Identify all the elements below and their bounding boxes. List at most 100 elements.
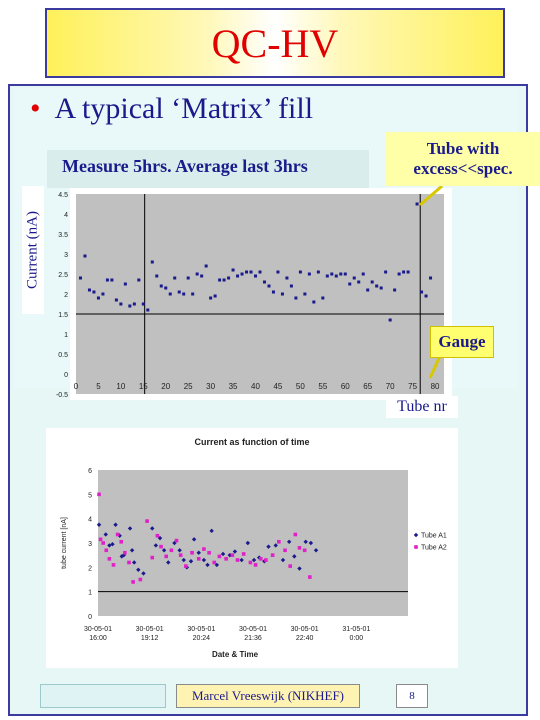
chart1-xtick-label: 70: [386, 382, 395, 391]
chart2-point-a1: [121, 552, 127, 558]
chart2-point-a1: [110, 542, 115, 547]
bullet-item: • A typical ‘Matrix’ fill: [30, 92, 313, 126]
chart1-point: [245, 270, 249, 274]
chart2-y-ticks: 0 1 2 3 4 5 6: [88, 468, 92, 621]
chart2-point-a2: [159, 544, 163, 549]
chart2-point-a2: [190, 550, 194, 555]
measure-note-panel: [47, 150, 369, 188]
chart2-xtick-date: 31-05-01: [342, 626, 370, 633]
chart1-xtick-label: 10: [116, 382, 125, 391]
chart2-point-a1: [129, 548, 135, 553]
chart1-point: [379, 286, 383, 290]
chart2-xtick-time: 21:36: [244, 635, 262, 642]
chart1-point: [128, 304, 132, 308]
chart2-point-a1: [280, 557, 286, 563]
chart1-points: [78, 202, 433, 322]
chart1-point: [316, 270, 320, 274]
chart2-point-a2: [169, 548, 174, 553]
chart1-xtick-label: 50: [296, 382, 305, 391]
chart1-xtick-label: 60: [341, 382, 350, 391]
tube-callout-arrow: [419, 184, 443, 207]
chart2-point-a2: [253, 563, 258, 567]
chart2-point-a2: [97, 492, 101, 497]
legend-marker-a2: [414, 545, 418, 549]
chart2-point-a2: [127, 560, 131, 565]
chart2-point-a2: [164, 554, 168, 559]
chart2-x-ticks: 30-05-01 16:00 30-05-01 19:12 30-05-01 20:24 3…: [84, 626, 370, 642]
chart2-point-a2: [174, 538, 179, 543]
chart2-points: [96, 492, 319, 584]
chart2-point-a2: [184, 564, 188, 568]
chart1-point: [397, 272, 401, 276]
chart1-point: [249, 270, 253, 274]
chart2-point-a2: [288, 564, 292, 568]
chart2-title: Current as function of time: [194, 437, 309, 447]
chart2-point-a2: [264, 558, 268, 562]
chart1-point: [132, 302, 136, 306]
chart2-ytick-label: 1: [88, 590, 92, 597]
chart1-ytick-label: 2.5: [58, 272, 68, 279]
chart2-point-a1: [127, 526, 133, 531]
chart1-point: [267, 284, 271, 288]
chart1-point: [325, 274, 329, 278]
chart1-point: [289, 284, 293, 288]
chart1-point: [321, 296, 325, 300]
chart1-point: [415, 202, 419, 206]
chart2-point-a2: [302, 548, 307, 553]
chart2-xtick-time: 20:24: [193, 635, 211, 642]
chart1-point: [348, 282, 352, 286]
chart1-point: [298, 270, 302, 274]
chart1-xtick-label: 55: [318, 382, 327, 391]
chart2-legend: Tube A1 Tube A2: [413, 533, 447, 552]
chart1-point: [388, 318, 392, 322]
chart1-point: [330, 272, 334, 276]
chart2-point-a1: [286, 539, 292, 544]
chart2-point-a1: [266, 544, 271, 549]
bullet-text: A typical ‘Matrix’ fill: [54, 92, 314, 125]
gauge-callout: Gauge: [430, 326, 494, 358]
chart1-point: [213, 294, 217, 298]
chart1-point: [370, 280, 374, 284]
chart2-point-a1: [297, 566, 302, 571]
chart1-point: [276, 270, 280, 274]
chart2-point-a1: [153, 543, 159, 548]
chart2-point-a1: [232, 549, 238, 554]
chart2-point-a2: [131, 580, 135, 584]
chart1-point: [352, 276, 356, 280]
chart2-point-a1: [181, 557, 186, 563]
chart2-point-a2: [258, 557, 263, 561]
chart2-point-a2: [217, 554, 222, 559]
page-number: 8: [396, 684, 428, 708]
chart1-point: [92, 290, 96, 294]
chart2-point-a2: [123, 550, 127, 555]
chart2-point-a1: [245, 540, 251, 546]
chart1-point: [262, 280, 266, 284]
chart1-point: [361, 272, 365, 276]
chart1-point: [366, 288, 370, 292]
legend-label: Tube A2: [421, 545, 447, 552]
chart1-point: [231, 268, 235, 272]
chart-current-vs-time: Current as function of time tube current…: [46, 428, 458, 668]
tube-excess-callout: Tube with excess<<spec.: [386, 132, 540, 186]
chart2-point-a2: [202, 547, 206, 551]
slide-title: QC-HV: [211, 20, 339, 66]
chart1-xtick-label: 0: [74, 382, 79, 391]
chart1-xtick-label: 40: [251, 382, 260, 391]
chart2-point-a2: [145, 519, 149, 523]
chart1-point: [303, 292, 307, 296]
chart2-xtick-time: 22:40: [296, 635, 314, 642]
chart2-point-a1: [205, 562, 210, 568]
chart1-point: [159, 284, 163, 288]
chart1-xtick-label: 5: [96, 382, 101, 391]
chart2-point-a1: [103, 532, 108, 537]
chart2-point-a1: [131, 560, 137, 565]
chart1-point: [83, 254, 87, 258]
chart2-point-a1: [196, 550, 201, 555]
chart1-ytick-label: 3: [64, 252, 68, 259]
chart2-point-a1: [113, 522, 118, 527]
chart2-point-a2: [104, 548, 109, 553]
chart2-point-a1: [209, 528, 214, 534]
chart1-point: [375, 284, 379, 288]
chart2-point-a1: [227, 552, 232, 558]
